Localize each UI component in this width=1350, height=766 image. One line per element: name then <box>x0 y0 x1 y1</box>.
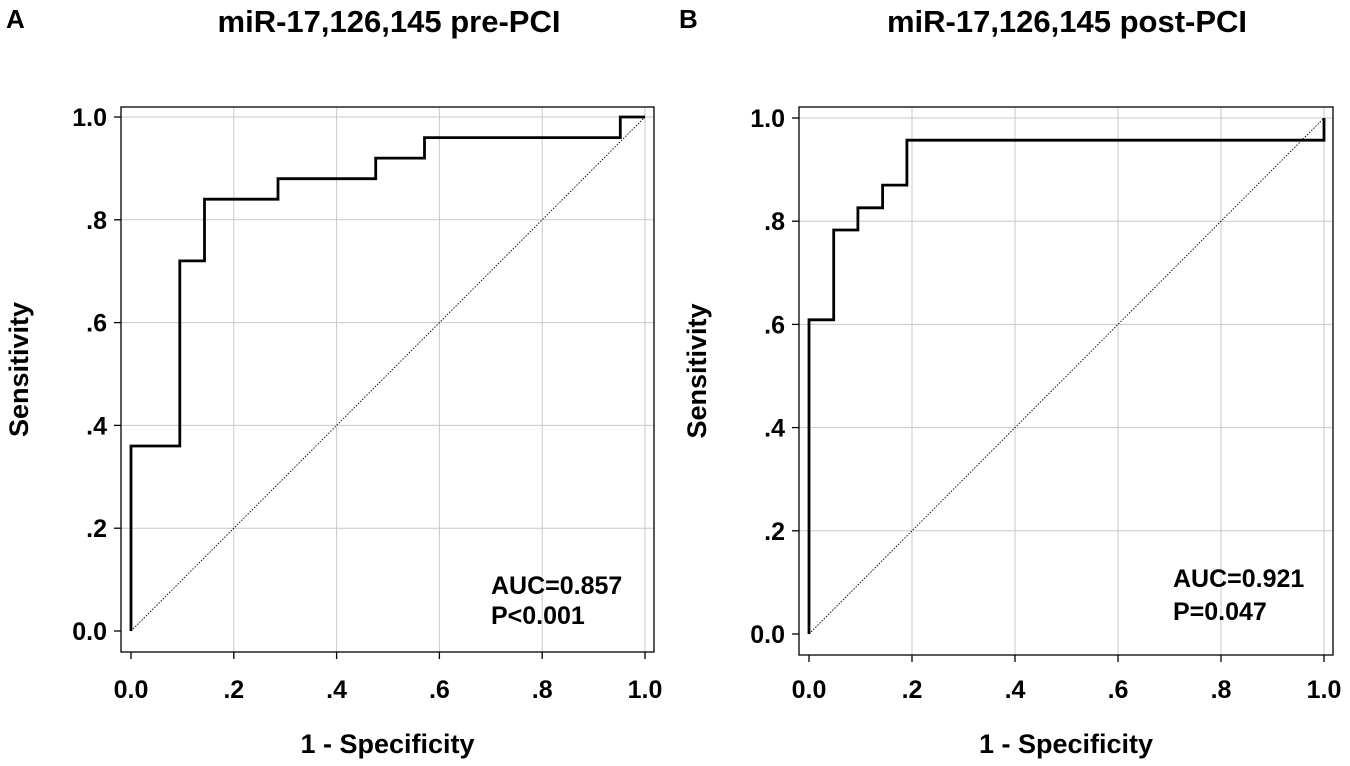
reference-line <box>808 117 1325 635</box>
reference-line <box>130 116 646 632</box>
y-tick-label: .8 <box>764 208 785 236</box>
y-tick-label: 0.0 <box>72 618 107 646</box>
x-tick-label: .6 <box>1108 676 1129 704</box>
x-tick-label: .8 <box>1211 676 1232 704</box>
y-tick-label: 0.0 <box>750 621 785 649</box>
panel-label-a: A <box>6 4 25 34</box>
y-tick-label: 1.0 <box>750 105 785 133</box>
p-value-annotation: P=0.047 <box>1173 598 1267 626</box>
y-tick-label: .6 <box>764 311 785 339</box>
plot-frame <box>798 106 1334 656</box>
auc-annotation: AUC=0.921 <box>1173 565 1304 593</box>
chart-title-b: miR-17,126,145 post-PCI <box>887 4 1247 39</box>
plot-a: 0.0 .2 .4 .6 .8 1.0 0.0 .2 .4 .6 .8 1.0 1 - Specific… <box>4 104 662 759</box>
chart-title-a: miR-17,126,145 pre-PCI <box>218 4 561 39</box>
plot-b: 0.0 .2 .4 .6 .8 1.0 0.0 .2 .4 .6 .8 1.0 1 - Specific… <box>682 105 1341 759</box>
y-tick-label: 1.0 <box>72 104 107 132</box>
x-axis-label: 1 - Specificity <box>300 729 474 759</box>
x-tick-label: 0.0 <box>114 676 149 704</box>
y-tick-label: .4 <box>86 412 107 440</box>
x-tick-label: 1.0 <box>1307 676 1342 704</box>
y-tick-label: .4 <box>764 415 785 443</box>
panel-label-b: B <box>679 4 698 34</box>
x-tick-label: .2 <box>902 676 923 704</box>
x-axis-label: 1 - Specificity <box>979 729 1153 759</box>
x-tick-label: 0.0 <box>792 676 827 704</box>
x-tick-label: .4 <box>326 676 347 704</box>
y-tick-label: .8 <box>86 207 107 235</box>
roc-curve <box>807 118 1326 634</box>
auc-annotation: AUC=0.857 <box>491 572 622 600</box>
panel-a: A miR-17,126,145 pre-PCI <box>6 4 560 39</box>
y-tick-label: .2 <box>764 518 785 546</box>
y-tick-label: .6 <box>86 310 107 338</box>
y-tick-label: .2 <box>86 515 107 543</box>
y-axis-label: Sensitivity <box>4 302 34 437</box>
x-tick-label: 1.0 <box>628 676 663 704</box>
roc-curve <box>129 115 645 631</box>
x-tick-label: .8 <box>532 676 553 704</box>
p-value-annotation: P<0.001 <box>491 602 585 630</box>
plot-frame <box>120 106 655 653</box>
x-tick-label: .6 <box>429 676 450 704</box>
x-tick-label: .4 <box>1005 676 1026 704</box>
panel-b: B miR-17,126,145 post-PCI <box>679 4 1247 39</box>
x-tick-label: .2 <box>223 676 244 704</box>
y-axis-label: Sensitivity <box>682 303 712 438</box>
